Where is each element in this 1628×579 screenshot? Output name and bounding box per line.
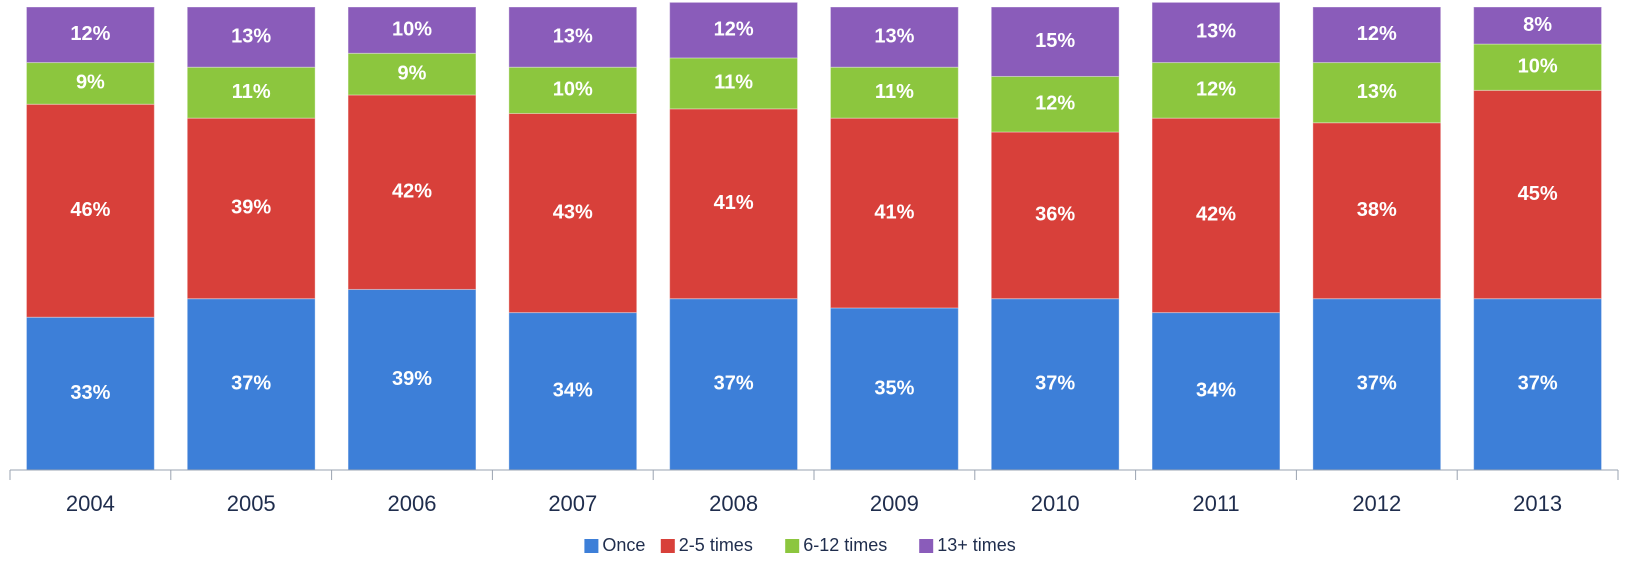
data-label: 35% xyxy=(874,377,914,399)
bar-segment xyxy=(669,298,799,471)
data-label: 13% xyxy=(553,25,593,47)
x-tick-label: 2006 xyxy=(388,491,437,516)
data-label: 39% xyxy=(392,368,432,390)
data-label: 46% xyxy=(70,199,110,221)
data-label: 12% xyxy=(1196,79,1236,101)
bar-segment xyxy=(25,103,155,318)
legend-label: 13+ times xyxy=(937,535,1016,555)
data-label: 41% xyxy=(714,192,754,214)
x-tick-label: 2011 xyxy=(1192,491,1239,516)
bar-segment xyxy=(25,6,155,64)
data-label: 34% xyxy=(1196,380,1236,402)
legend-label: 2-5 times xyxy=(679,535,753,555)
bar-segment xyxy=(1151,117,1281,314)
bar-segment xyxy=(1312,298,1442,471)
data-label: 37% xyxy=(714,373,754,395)
data-label: 10% xyxy=(553,79,593,101)
bar-segment xyxy=(1473,6,1603,45)
bar-segment xyxy=(347,6,477,54)
data-label: 12% xyxy=(714,18,754,40)
data-label: 13% xyxy=(1357,81,1397,103)
legend-label: Once xyxy=(602,535,645,555)
data-label: 37% xyxy=(1357,373,1397,395)
bar-segment xyxy=(990,298,1120,471)
data-label: 10% xyxy=(392,18,432,40)
x-tick-label: 2012 xyxy=(1352,491,1401,516)
x-tick-label: 2010 xyxy=(1031,491,1080,516)
data-label: 38% xyxy=(1357,199,1397,221)
data-label: 39% xyxy=(231,197,271,219)
data-label: 41% xyxy=(874,201,914,223)
bar-segment xyxy=(829,6,959,68)
bar-segment xyxy=(347,94,477,290)
data-label: 11% xyxy=(714,72,753,94)
x-tick-label: 2008 xyxy=(709,491,758,516)
bar-segment xyxy=(186,117,316,300)
bar-segment xyxy=(508,66,638,114)
data-label: 13% xyxy=(1196,21,1236,43)
x-tick-label: 2007 xyxy=(548,491,597,516)
data-label: 12% xyxy=(70,23,110,45)
data-label: 33% xyxy=(70,382,110,404)
bar-segment xyxy=(1312,62,1442,124)
bar-segment xyxy=(829,307,959,471)
data-label: 15% xyxy=(1035,30,1075,52)
data-label: 11% xyxy=(232,81,271,103)
data-label: 11% xyxy=(875,81,914,103)
data-label: 36% xyxy=(1035,204,1075,226)
data-label: 9% xyxy=(398,62,427,84)
data-label: 42% xyxy=(392,180,432,202)
legend-label: 6-12 times xyxy=(803,535,887,555)
bar-segment xyxy=(1473,298,1603,471)
bar-segment xyxy=(1312,122,1442,300)
data-label: 43% xyxy=(553,201,593,223)
bar-segment xyxy=(829,66,959,119)
data-label: 10% xyxy=(1518,55,1558,77)
legend-swatch xyxy=(919,539,934,553)
x-tick-label: 2009 xyxy=(870,491,919,516)
data-label: 37% xyxy=(1035,373,1075,395)
bar-segment xyxy=(990,6,1120,77)
bar-segment xyxy=(508,6,638,68)
x-tick-label: 2005 xyxy=(227,491,276,516)
bar-segment xyxy=(347,52,477,96)
bar-segment xyxy=(990,75,1120,133)
x-tick-label: 2013 xyxy=(1513,491,1562,516)
bar-segment xyxy=(669,108,799,300)
data-label: 45% xyxy=(1518,183,1558,205)
bar-segment xyxy=(1151,62,1281,119)
bar-segment xyxy=(669,1,799,59)
data-label: 13% xyxy=(231,25,271,47)
data-label: 13% xyxy=(874,25,914,47)
bar-segment xyxy=(1151,1,1281,64)
bar-segment xyxy=(186,66,316,119)
data-label: 42% xyxy=(1196,204,1236,226)
legend-swatch xyxy=(584,539,599,553)
legend-swatch xyxy=(660,539,675,553)
bar-segment xyxy=(25,316,155,471)
data-label: 9% xyxy=(76,72,105,94)
bar-segment xyxy=(990,131,1120,300)
bar-segment xyxy=(1312,6,1442,64)
bar-segment xyxy=(1473,89,1603,300)
data-label: 12% xyxy=(1357,23,1397,45)
data-label: 37% xyxy=(231,373,271,395)
bar-segment xyxy=(1151,312,1281,471)
bar-segment xyxy=(186,6,316,68)
data-label: 12% xyxy=(1035,93,1075,115)
bar-segment xyxy=(508,312,638,471)
x-tick-label: 2004 xyxy=(66,491,115,516)
legend-swatch xyxy=(785,539,800,553)
bar-segment xyxy=(669,57,799,110)
data-label: 8% xyxy=(1523,14,1552,36)
bar-segment xyxy=(186,298,316,471)
data-label: 37% xyxy=(1518,373,1558,395)
data-label: 34% xyxy=(553,380,593,402)
